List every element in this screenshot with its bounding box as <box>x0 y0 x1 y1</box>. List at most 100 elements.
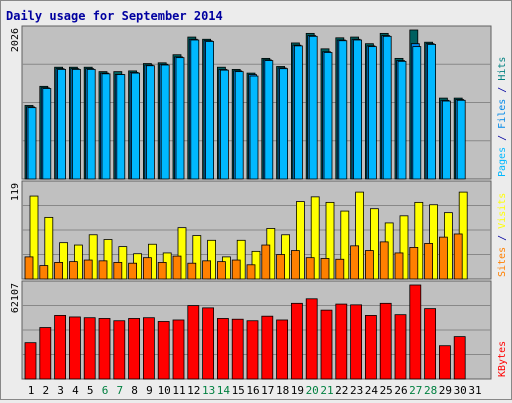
bar-sites-day-8 <box>128 262 137 280</box>
x-tick-label-day-21: 21 <box>320 384 333 397</box>
series-axis-label-separator: / <box>497 81 508 99</box>
x-tick-label-day-24: 24 <box>365 384 379 397</box>
series-axis-label: KBytes <box>497 341 508 377</box>
bar-sites-day-7 <box>113 262 123 280</box>
bar-kbytes-day-25 <box>379 302 392 380</box>
bar-kbytes-day-10 <box>157 321 170 380</box>
bar-kbytes-day-8 <box>128 318 140 380</box>
x-tick-label-day-8: 8 <box>131 384 138 397</box>
bar-kbytes-day-23 <box>350 304 363 380</box>
bar-sites-day-10 <box>157 262 167 280</box>
bar-visits-day-11 <box>177 227 187 280</box>
bar-kbytes-day-26 <box>394 314 407 380</box>
bar-sites-day-5 <box>83 259 93 280</box>
chart-title: Daily usage for September 2014 <box>6 9 223 23</box>
x-tick-label-day-31: 31 <box>468 384 481 397</box>
bar-hits-day-10 <box>160 64 170 180</box>
bar-visits-day-26 <box>399 215 409 280</box>
bar-sites-day-22 <box>335 258 345 280</box>
x-tick-label-day-2: 2 <box>42 384 49 397</box>
bar-kbytes-day-9 <box>142 317 155 380</box>
bar-sites-day-14 <box>216 261 226 280</box>
bar-sites-day-24 <box>364 250 374 280</box>
bar-kbytes-day-7 <box>113 320 126 380</box>
bar-sites-day-27 <box>409 247 419 280</box>
bar-visits-day-6 <box>103 239 113 280</box>
bar-kbytes-day-13 <box>202 307 215 380</box>
bar-sites-day-19 <box>290 250 300 280</box>
bar-hits-day-7 <box>116 74 126 180</box>
bar-sites-day-18 <box>276 254 286 280</box>
x-tick-label-day-4: 4 <box>72 384 79 397</box>
bar-sites-day-12 <box>187 262 197 280</box>
x-tick-label-day-13: 13 <box>202 384 215 397</box>
bar-hits-day-18 <box>279 68 289 180</box>
bar-kbytes-day-20 <box>305 298 318 380</box>
bar-sites-day-20 <box>305 257 315 280</box>
x-tick-label-day-6: 6 <box>102 384 109 397</box>
bar-sites-day-2 <box>39 265 49 280</box>
bar-visits-day-20 <box>310 196 320 280</box>
x-tick-label-day-16: 16 <box>246 384 259 397</box>
bar-hits-day-17 <box>264 60 274 180</box>
x-tick-label-day-10: 10 <box>158 384 171 397</box>
bar-hits-day-12 <box>190 39 200 180</box>
x-tick-label-day-17: 17 <box>261 384 274 397</box>
bar-kbytes-day-11 <box>172 319 185 380</box>
bar-sites-day-25 <box>379 241 389 280</box>
bar-visits-day-22 <box>340 210 350 280</box>
x-tick-label-day-26: 26 <box>394 384 407 397</box>
series-axis-label-separator: / <box>497 129 508 147</box>
bar-sites-day-1 <box>24 256 34 280</box>
panel-kbytes: 62107 KBytes <box>10 280 508 380</box>
bar-visits-day-19 <box>295 201 305 280</box>
bar-sites-day-15 <box>231 259 241 280</box>
x-tick-label-day-22: 22 <box>335 384 348 397</box>
x-tick-label-day-25: 25 <box>380 384 393 397</box>
bar-sites-day-4 <box>69 261 78 280</box>
x-tick-label-day-14: 14 <box>217 384 231 397</box>
x-tick-label-day-20: 20 <box>306 384 319 397</box>
bar-hits-day-29 <box>441 100 451 180</box>
bar-hits-day-6 <box>101 73 111 180</box>
bar-kbytes-day-24 <box>364 315 377 380</box>
bar-visits-day-24 <box>369 208 379 280</box>
bar-hits-day-13 <box>205 41 215 180</box>
x-tick-label-day-7: 7 <box>116 384 123 397</box>
y-max-label: 62107 <box>10 283 21 313</box>
x-tick-label-day-30: 30 <box>454 384 467 397</box>
bar-kbytes-day-16 <box>246 320 259 380</box>
panel-hits: 2026 Pages / Files / Hits <box>10 25 508 180</box>
bar-sites-day-21 <box>320 258 330 280</box>
bar-visits-day-5 <box>88 234 98 280</box>
bar-hits-day-8 <box>131 72 141 180</box>
series-axis-label-hits: Hits <box>497 57 508 81</box>
bar-kbytes-day-27 <box>409 284 422 380</box>
bar-hits-day-4 <box>72 69 81 180</box>
bar-sites-day-28 <box>424 243 434 280</box>
bar-hits-day-3 <box>57 69 66 180</box>
bar-kbytes-day-6 <box>98 318 111 380</box>
bar-visits-day-12 <box>192 235 202 280</box>
bar-sites-day-16 <box>246 264 256 280</box>
bar-kbytes-day-5 <box>83 317 96 380</box>
x-axis-labels: 1 2 3 4 5 6 7 8 9 10 11 12 13 14 15 16 17 18 19 20 21 22 23 24 2… <box>28 384 482 397</box>
bar-sites-day-13 <box>202 260 212 280</box>
y-max-label: 2026 <box>10 28 21 52</box>
x-tick-label-day-19: 19 <box>291 384 304 397</box>
bar-hits-day-19 <box>293 45 303 180</box>
bar-kbytes-day-3 <box>54 315 66 380</box>
bar-sites-day-26 <box>394 252 404 280</box>
bar-hits-day-30 <box>456 99 466 180</box>
bar-kbytes-day-15 <box>231 318 244 380</box>
bar-hits-day-27 <box>412 46 422 180</box>
bar-kbytes-day-2 <box>39 327 52 380</box>
x-tick-label-day-23: 23 <box>350 384 363 397</box>
bar-visits-day-2 <box>44 216 54 280</box>
bar-visits-day-28 <box>429 204 439 280</box>
x-tick-label-day-1: 1 <box>28 384 35 397</box>
x-tick-label-day-11: 11 <box>172 384 185 397</box>
bar-hits-day-15 <box>234 71 244 180</box>
bar-hits-day-22 <box>338 40 348 180</box>
bar-kbytes-day-4 <box>69 316 81 380</box>
